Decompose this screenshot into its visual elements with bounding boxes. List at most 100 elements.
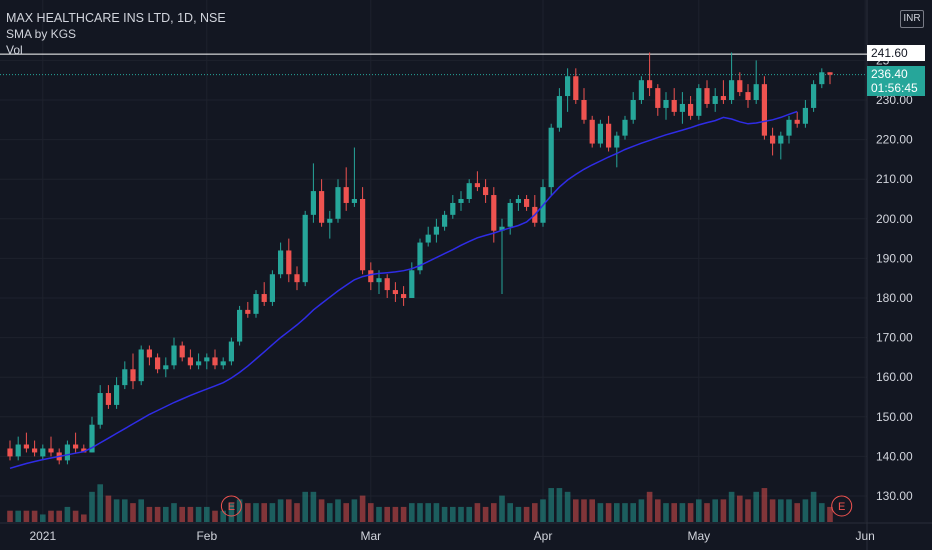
- candle-body[interactable]: [73, 444, 79, 449]
- candle-body[interactable]: [524, 199, 530, 207]
- candle-body[interactable]: [565, 76, 571, 97]
- candle-body[interactable]: [696, 88, 702, 116]
- candle-body[interactable]: [499, 226, 505, 231]
- candle-body[interactable]: [688, 103, 694, 116]
- candle-body[interactable]: [310, 191, 316, 215]
- candle-body[interactable]: [417, 242, 423, 271]
- candle-body[interactable]: [450, 202, 456, 215]
- candle-body[interactable]: [425, 234, 431, 243]
- candle-body[interactable]: [638, 80, 644, 100]
- candle-body[interactable]: [294, 274, 300, 283]
- candle-body[interactable]: [245, 309, 251, 314]
- candle-body[interactable]: [474, 183, 480, 188]
- candle-body[interactable]: [458, 199, 464, 203]
- candle-body[interactable]: [286, 250, 292, 275]
- candle-body[interactable]: [261, 294, 267, 302]
- candle-body[interactable]: [351, 199, 357, 203]
- candle-body[interactable]: [466, 183, 472, 199]
- candle-body[interactable]: [778, 135, 784, 144]
- currency-badge[interactable]: INR: [900, 10, 924, 28]
- candle-body[interactable]: [163, 365, 169, 370]
- earnings-marker[interactable]: [831, 495, 853, 517]
- candle-body[interactable]: [335, 187, 341, 219]
- candle-body[interactable]: [581, 100, 587, 120]
- candle-body[interactable]: [655, 88, 661, 108]
- candle-body[interactable]: [606, 123, 612, 148]
- candle-body[interactable]: [548, 127, 554, 188]
- candle-body[interactable]: [48, 448, 54, 453]
- candle-body[interactable]: [89, 424, 95, 453]
- candle-body[interactable]: [204, 357, 210, 362]
- candle-body[interactable]: [753, 84, 759, 100]
- candle-body[interactable]: [704, 88, 710, 104]
- candle-body[interactable]: [491, 195, 497, 231]
- candle-body[interactable]: [827, 72, 833, 75]
- candle-body[interactable]: [319, 191, 325, 223]
- candle-body[interactable]: [729, 80, 735, 100]
- candle-body[interactable]: [433, 226, 439, 235]
- candle-body[interactable]: [155, 357, 161, 370]
- candle-body[interactable]: [745, 92, 751, 100]
- candle-body[interactable]: [794, 119, 800, 124]
- candle-body[interactable]: [237, 309, 243, 342]
- symbol-title[interactable]: MAX HEALTHCARE INS LTD, 1D, NSE: [6, 11, 226, 25]
- candle-body[interactable]: [122, 369, 128, 386]
- candle-body[interactable]: [32, 448, 38, 453]
- candle-body[interactable]: [269, 274, 275, 302]
- candle-body[interactable]: [15, 444, 21, 457]
- indicator-label[interactable]: SMA by KGS: [6, 27, 77, 41]
- candle-body[interactable]: [23, 444, 29, 449]
- candle-body[interactable]: [409, 270, 415, 298]
- candle-body[interactable]: [146, 349, 152, 358]
- candle-body[interactable]: [212, 357, 218, 366]
- candle-body[interactable]: [179, 345, 185, 358]
- candle-body[interactable]: [384, 278, 390, 291]
- candle-body[interactable]: [392, 290, 398, 295]
- candle-body[interactable]: [97, 393, 103, 425]
- candle-body[interactable]: [589, 119, 595, 144]
- volume-label[interactable]: Vol: [6, 43, 23, 57]
- candle-body[interactable]: [786, 119, 792, 136]
- candle-body[interactable]: [811, 84, 817, 108]
- candle-body[interactable]: [597, 123, 603, 144]
- candle-body[interactable]: [40, 448, 46, 457]
- candle-body[interactable]: [114, 385, 120, 405]
- candle-body[interactable]: [302, 214, 308, 283]
- candle-body[interactable]: [278, 250, 284, 275]
- candle-body[interactable]: [507, 202, 513, 227]
- candle-body[interactable]: [442, 214, 448, 227]
- candle-body[interactable]: [130, 369, 136, 382]
- candle-body[interactable]: [720, 96, 726, 100]
- candle-body[interactable]: [196, 361, 202, 366]
- candle-body[interactable]: [679, 103, 685, 112]
- candle-body[interactable]: [105, 393, 111, 405]
- candle-body[interactable]: [671, 100, 677, 112]
- candle-body[interactable]: [622, 119, 628, 136]
- candle-body[interactable]: [770, 135, 776, 144]
- candle-body[interactable]: [138, 349, 144, 382]
- candle-body[interactable]: [171, 345, 177, 366]
- candle-body[interactable]: [343, 187, 349, 203]
- candle-body[interactable]: [253, 294, 259, 314]
- candle-body[interactable]: [187, 357, 193, 366]
- candle-body[interactable]: [802, 107, 808, 124]
- candle-body[interactable]: [614, 135, 620, 148]
- candle-body[interactable]: [819, 72, 825, 85]
- candle-body[interactable]: [737, 80, 743, 93]
- candle-body[interactable]: [81, 448, 87, 453]
- candle-body[interactable]: [327, 218, 333, 223]
- candle-body[interactable]: [712, 96, 718, 104]
- candle-body[interactable]: [647, 80, 653, 89]
- candle-body[interactable]: [220, 361, 226, 366]
- candle-body[interactable]: [64, 444, 70, 461]
- candle-body[interactable]: [360, 199, 366, 271]
- earnings-marker[interactable]: [220, 495, 242, 517]
- candle-body[interactable]: [368, 270, 374, 283]
- candle-body[interactable]: [376, 278, 382, 283]
- candle-body[interactable]: [7, 448, 13, 457]
- candle-body[interactable]: [761, 84, 767, 136]
- candle-body[interactable]: [228, 341, 234, 362]
- candle-body[interactable]: [630, 100, 636, 120]
- candle-body[interactable]: [483, 187, 489, 196]
